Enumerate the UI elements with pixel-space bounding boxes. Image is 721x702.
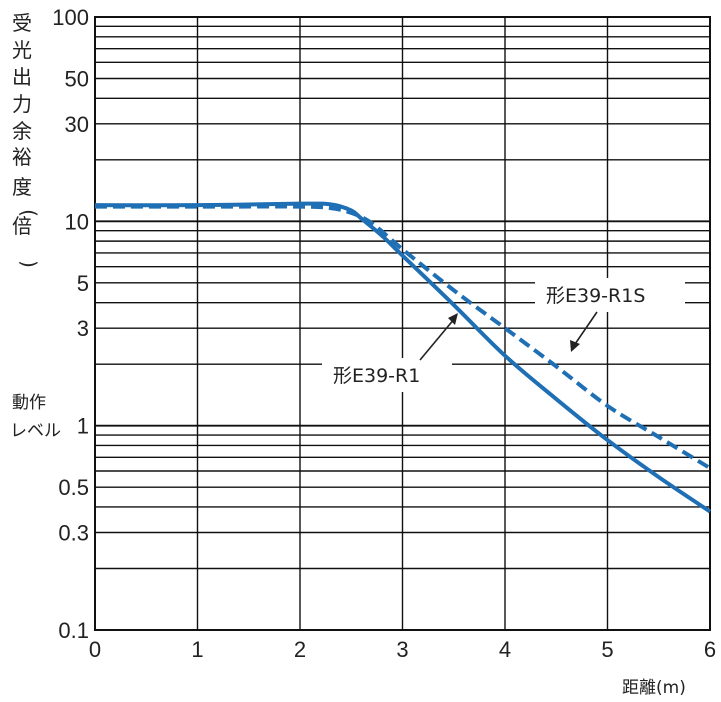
- y-tick-labels: 100 50 30 10 5 3 1 0.5 0.3 0.1: [52, 5, 89, 643]
- callout-arrowhead: [570, 340, 580, 352]
- y-tick-label: 0.5: [58, 475, 89, 500]
- callout-bg: [322, 358, 452, 392]
- y-axis-label-char: 力: [12, 92, 32, 116]
- y-tick-label: 0.3: [58, 521, 89, 546]
- x-tick-label: 1: [191, 637, 203, 662]
- y-axis-label-char: 出: [12, 65, 32, 89]
- y-tick-label: 50: [65, 67, 89, 92]
- x-tick-label: 3: [396, 637, 408, 662]
- y-tick-label: 0.1: [58, 618, 89, 643]
- callout-leader: [572, 311, 598, 348]
- series-callouts: 形E39-R1S 形E39-R1: [333, 285, 645, 387]
- operation-level-label: 動作: [12, 393, 46, 413]
- x-tick-label: 5: [601, 637, 613, 662]
- y-axis-label-char: 余: [12, 119, 32, 143]
- x-tick-label: 0: [89, 637, 101, 662]
- y-tick-label: 3: [77, 316, 89, 341]
- operation-level-label-line2: レベル: [10, 421, 61, 441]
- y-tick-label: 100: [52, 5, 89, 30]
- y-tick-label: 1: [77, 414, 89, 439]
- y-axis-label-char: 受: [12, 11, 32, 35]
- x-tick-labels: 0 1 2 3 4 5 6: [89, 637, 716, 662]
- y-axis-label-char: 光: [12, 38, 32, 62]
- series-layer: [94, 201, 712, 514]
- series-line-e39-r1s: [95, 204, 712, 470]
- y-axis-label-char: 倍: [12, 214, 32, 238]
- y-tick-label: 10: [65, 209, 89, 234]
- grid: [94, 16, 711, 631]
- y-axis-label-char: 裕: [12, 145, 32, 169]
- y-axis-label-char: (: [17, 209, 41, 217]
- y-axis-label-char: ): [17, 260, 41, 268]
- x-tick-label: 2: [294, 637, 306, 662]
- callout-arrowhead: [448, 313, 458, 325]
- y-axis-label-char: 度: [12, 175, 32, 199]
- x-tick-label: 6: [704, 637, 716, 662]
- x-axis-label: 距離(m): [622, 678, 686, 698]
- callout-label-e39-r1: 形E39-R1: [333, 365, 420, 387]
- y-tick-label: 5: [77, 271, 89, 296]
- callout-label-e39-r1s: 形E39-R1S: [546, 285, 645, 307]
- x-tick-label: 4: [499, 637, 511, 662]
- callout-leader: [419, 317, 456, 361]
- callout-bg: [535, 278, 685, 312]
- series-line-e39-r1: [94, 201, 712, 514]
- plot-frame: [94, 16, 711, 631]
- y-tick-label: 30: [65, 112, 89, 137]
